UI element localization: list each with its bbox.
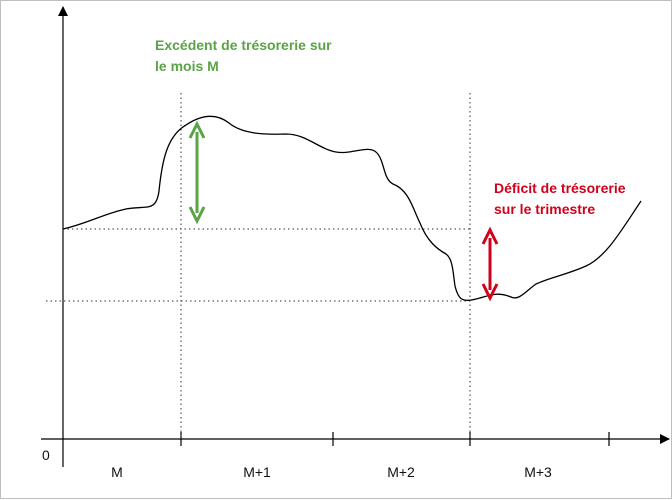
cash-balance-curve (62, 115, 642, 301)
period-label-m2: M+2 (387, 464, 415, 480)
period-label-m: M (111, 464, 123, 480)
surplus-arrow (188, 120, 206, 225)
origin-label: 0 (42, 447, 50, 463)
deficit-annotation-line-1: Déficit de trésorerie (494, 180, 626, 196)
period-label-m1: M+1 (243, 464, 271, 480)
surplus-annotation-line-1: Excédent de trésorerie sur (155, 37, 332, 53)
deficit-annotation-line-2: sur le trimestre (494, 201, 595, 217)
period-label-m3: M+3 (524, 464, 552, 480)
deficit-arrow (481, 226, 499, 302)
surplus-annotation-line-2: le mois M (155, 58, 219, 74)
